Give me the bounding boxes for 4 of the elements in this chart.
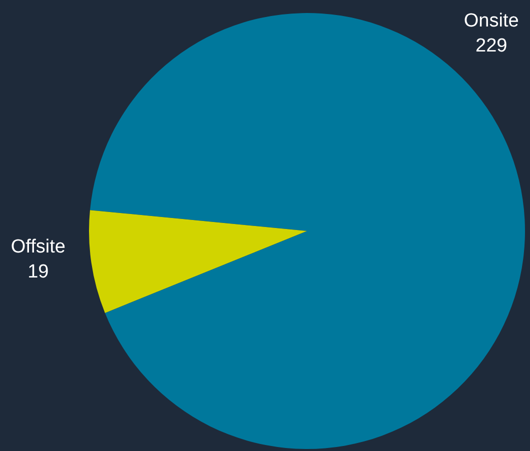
slice-label: Onsite	[464, 10, 519, 32]
data-label: 229	[476, 36, 508, 57]
slice-label: Offsite	[10, 236, 66, 258]
data-label: 19	[28, 261, 49, 282]
